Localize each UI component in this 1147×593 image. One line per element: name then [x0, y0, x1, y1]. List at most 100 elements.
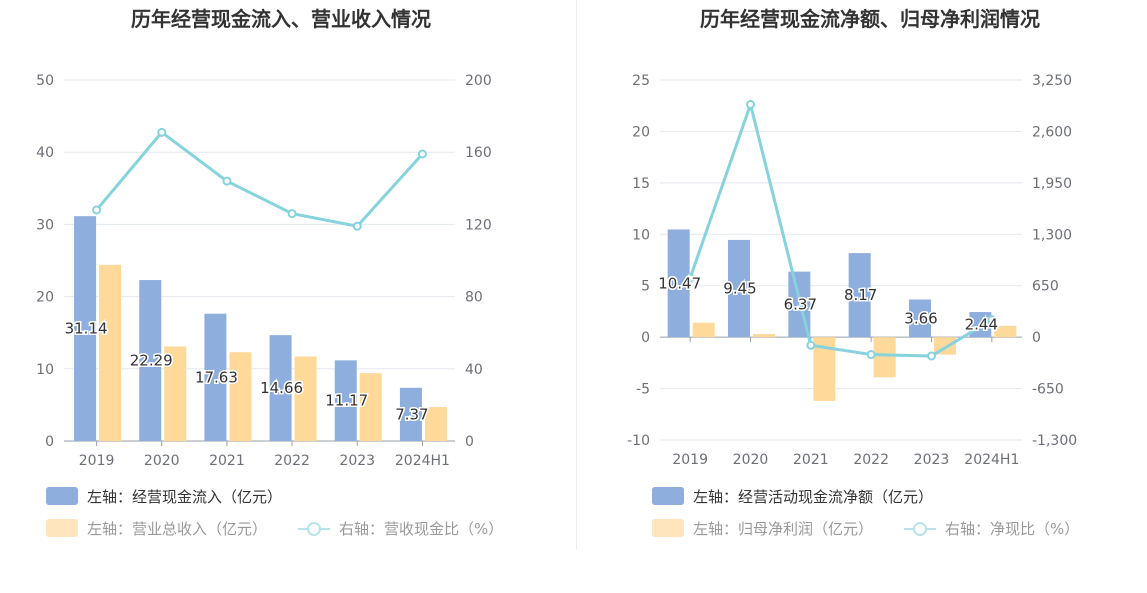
chart-title: 历年经营现金流入、营业收入情况	[131, 7, 431, 31]
right-axis-tick-label: 3,250	[1032, 73, 1072, 89]
chart-panel-cashflow-inflow: 历年经营现金流入、营业收入情况 0 10 20 30 40 50 0 40 80 120 160 200…	[0, 0, 573, 589]
left-axis-tick-label: 10	[632, 227, 650, 243]
bar-secondary	[424, 407, 447, 441]
chart-cashflow-inflow-revenue: 历年经营现金流入、营业收入情况 0 10 20 30 40 50 0 40 80 120 160 200…	[36, 7, 503, 538]
x-axis-category-label: 2024H1	[395, 453, 450, 469]
x-axis-category-label: 2019	[79, 453, 115, 469]
bar-data-label: 10.47	[658, 274, 701, 292]
legend-swatch	[652, 487, 684, 505]
right-axis-tick-label: 40	[465, 362, 483, 378]
bar-data-label: 8.17	[844, 286, 877, 304]
right-axis-tick-label: 1,950	[1032, 176, 1072, 192]
right-axis-tick-label: 2,600	[1032, 124, 1072, 140]
legend-swatch	[46, 487, 78, 505]
bar-data-label: 22.29	[130, 352, 173, 370]
line-point	[157, 127, 167, 137]
chart-panel-net-cashflow: 历年经营现金流净额、归母净利润情况 -10 -5 0 5 10 15 20 25 -1,300 -6…	[574, 0, 1147, 589]
x-axis-category-label: 2019	[672, 452, 708, 468]
legend-point-icon	[307, 522, 321, 536]
x-axis-category-label: 2020	[733, 452, 769, 468]
legend-label: 左轴：营业总收入（亿元）	[87, 520, 267, 538]
legend-label: 右轴：营收现金比（%）	[339, 520, 503, 538]
bar-data-label: 31.14	[65, 320, 108, 338]
x-axis-category-label: 2024H1	[964, 452, 1019, 468]
x-axis-category-label: 2023	[914, 452, 950, 468]
legend-label: 左轴：经营现金流入（亿元）	[87, 488, 282, 506]
bar-secondary	[164, 346, 187, 441]
bar-primary	[848, 253, 871, 338]
right-axis-tick-label: 0	[1032, 330, 1041, 346]
legend-label: 左轴：归母净利润（亿元）	[693, 520, 873, 538]
line-point	[287, 209, 297, 219]
bar-secondary	[994, 325, 1017, 338]
left-axis-tick-label: 50	[36, 73, 54, 89]
bar-data-label: 6.37	[784, 295, 817, 313]
left-axis-tick-label: 40	[36, 145, 54, 161]
left-axis-tick-label: 15	[632, 176, 650, 192]
legend-swatch	[652, 519, 684, 537]
bar-primary	[728, 239, 750, 338]
line-point	[927, 351, 936, 361]
legend-swatch	[46, 519, 78, 537]
left-axis-tick-label: 30	[36, 217, 54, 233]
chart-net-cashflow-profit: 历年经营现金流净额、归母净利润情况 -10 -5 0 5 10 15 20 25 -1,300 -6…	[627, 7, 1079, 538]
bar-secondary	[99, 264, 122, 441]
left-axis-tick-label: -5	[636, 382, 650, 398]
bar-secondary	[294, 356, 317, 441]
x-axis-category-label: 2023	[339, 453, 375, 469]
bar-primary	[334, 360, 357, 441]
right-axis-tick-label: 120	[465, 217, 492, 233]
line-point	[92, 205, 102, 215]
x-axis-category-label: 2022	[274, 453, 310, 469]
bar-secondary	[359, 373, 382, 441]
bar-secondary	[753, 334, 775, 338]
right-axis-tick-label: 160	[465, 145, 492, 161]
bar-secondary	[813, 337, 836, 401]
line-point	[987, 315, 997, 325]
right-axis-tick-label: 200	[465, 73, 492, 89]
right-axis-tick-label: 650	[1032, 279, 1059, 295]
x-axis-category-label: 2021	[793, 452, 829, 468]
bar-data-label: 9.45	[723, 280, 756, 298]
panel-divider	[576, 0, 577, 550]
bar-data-label: 14.66	[260, 379, 303, 397]
left-axis-tick-label: 0	[45, 434, 54, 450]
bar-primary	[74, 216, 97, 441]
bar-data-label: 3.66	[904, 309, 937, 327]
left-axis-tick-label: 10	[36, 362, 54, 378]
right-axis-tick-label: -1,300	[1032, 433, 1077, 449]
left-axis-tick-label: 25	[632, 73, 650, 89]
left-axis-tick-label: 0	[641, 330, 650, 346]
bar-primary	[909, 299, 931, 338]
series-line	[95, 130, 424, 228]
right-axis-tick-label: 80	[465, 290, 483, 306]
bar-secondary	[229, 352, 252, 441]
bar-data-label: 7.37	[395, 405, 428, 423]
legend-point-icon	[913, 522, 927, 536]
line-point	[746, 100, 755, 110]
bar-primary	[399, 387, 422, 441]
bar-primary	[269, 335, 292, 441]
line-point	[866, 350, 876, 360]
bar-data-label: 17.63	[195, 368, 238, 386]
legend-label: 左轴：经营活动现金流净额（亿元）	[693, 488, 933, 506]
bar-data-label: 11.17	[325, 392, 368, 410]
x-axis-category-label: 2021	[209, 453, 245, 469]
left-axis-tick-label: 20	[36, 290, 54, 306]
left-axis-tick-label: 20	[632, 124, 650, 140]
line-point	[806, 340, 816, 350]
left-axis-tick-label: 5	[641, 279, 650, 295]
bar-secondary	[692, 322, 715, 338]
right-axis-tick-label: -650	[1032, 382, 1064, 398]
line-point	[222, 176, 232, 186]
left-axis-tick-label: -10	[627, 433, 650, 449]
bar-data-label: 2.44	[965, 316, 998, 334]
bar-primary	[667, 229, 690, 338]
x-axis-category-label: 2020	[144, 453, 180, 469]
legend-label: 右轴：净现比（%）	[945, 520, 1079, 538]
bar-primary	[139, 280, 162, 441]
bar-secondary	[873, 337, 896, 378]
bar-primary	[204, 313, 227, 441]
line-point	[685, 273, 695, 283]
line-point	[417, 149, 427, 159]
